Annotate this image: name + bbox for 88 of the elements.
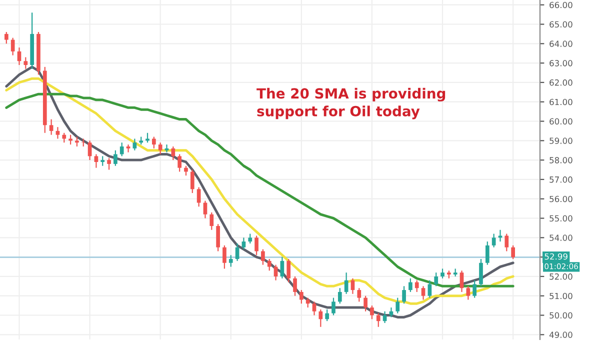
candlestick xyxy=(344,272,348,294)
y-tick-label: 54.00 xyxy=(550,234,572,241)
candlestick xyxy=(312,301,316,316)
candlestick xyxy=(56,126,60,140)
candlestick xyxy=(88,140,92,161)
candlestick xyxy=(382,310,387,324)
candlestick xyxy=(440,268,444,279)
candlestick xyxy=(408,278,412,293)
candlestick xyxy=(203,200,208,219)
candlestick xyxy=(126,144,130,153)
candlestick xyxy=(94,154,98,168)
candlestick xyxy=(62,132,66,144)
candlestick xyxy=(492,233,496,248)
candlestick xyxy=(376,312,380,328)
candlestick xyxy=(421,286,426,300)
y-tick-label: 63.00 xyxy=(550,60,572,66)
candlestick xyxy=(280,256,284,279)
candlestick xyxy=(75,136,79,148)
candlestick xyxy=(485,240,490,266)
candlestick xyxy=(402,286,406,304)
candlestick xyxy=(235,242,240,262)
candlestick xyxy=(300,289,304,304)
candlestick xyxy=(414,280,419,293)
y-tick-label: 66.00 xyxy=(550,2,572,8)
candlestick xyxy=(24,56,28,70)
y-tick-label: 57.00 xyxy=(550,176,572,183)
candlestick xyxy=(210,212,214,230)
candlestick xyxy=(306,297,310,308)
candlestick xyxy=(357,288,362,302)
candlestick xyxy=(114,150,118,166)
y-tick-label: 52.00 xyxy=(550,273,572,280)
candlestick xyxy=(4,31,8,44)
y-tick-label: 60.00 xyxy=(550,118,572,125)
candlestick xyxy=(49,118,54,136)
candlestick xyxy=(171,146,176,161)
candlestick xyxy=(10,37,15,56)
candlestick xyxy=(68,134,72,146)
candlestick xyxy=(107,158,111,170)
candlestick xyxy=(293,276,297,296)
candlestick xyxy=(286,258,291,283)
candlestick xyxy=(242,237,246,250)
candlestick xyxy=(434,272,438,287)
candlestick xyxy=(146,132,150,144)
y-tick-label: 49.00 xyxy=(549,332,572,338)
candlestick xyxy=(504,233,509,252)
candlestick xyxy=(498,229,502,242)
candlestick xyxy=(132,138,137,151)
y-tick-label: 62.00 xyxy=(550,79,572,86)
candlestick xyxy=(325,308,329,322)
candlestick xyxy=(364,295,368,312)
y-tick-label: 65.00 xyxy=(550,21,572,28)
y-tick-label: 58.00 xyxy=(550,157,572,164)
candlestick xyxy=(511,244,515,260)
candlestick xyxy=(479,258,483,287)
candlestick xyxy=(178,154,182,172)
candlestick xyxy=(216,224,220,252)
candlestick xyxy=(460,270,464,293)
y-tick-label: 61.00 xyxy=(550,98,572,106)
candlestick xyxy=(370,304,374,320)
candlestick xyxy=(428,280,432,298)
y-tick-label: 55.00 xyxy=(550,215,572,222)
y-tick-label: 56.00 xyxy=(550,196,572,202)
ref-line-label: 52.99 xyxy=(544,253,568,260)
y-tick-label: 51.00 xyxy=(550,292,572,300)
candlestick xyxy=(248,233,252,244)
y-tick-label: 50.00 xyxy=(550,312,572,319)
candlestick xyxy=(120,142,124,157)
candlestick xyxy=(152,136,156,149)
candlestick xyxy=(158,142,162,155)
candlestick xyxy=(184,165,188,176)
candlestick xyxy=(472,280,477,298)
candlestick xyxy=(196,186,201,208)
candlestick xyxy=(332,297,336,316)
candlestick xyxy=(466,286,470,300)
candlestick xyxy=(254,235,258,256)
candlestick xyxy=(318,308,323,328)
y-tick-label: 59.00 xyxy=(550,138,572,144)
candlestick xyxy=(222,244,226,270)
candlestick xyxy=(164,144,169,153)
candlestick xyxy=(190,169,194,194)
candlestick xyxy=(100,156,105,166)
candlestick xyxy=(261,248,265,266)
annotation: The 20 SMA is providing support for Oil today xyxy=(256,88,446,120)
y-tick-label: 64.00 xyxy=(550,40,572,47)
candlestick xyxy=(338,288,342,304)
candlestick xyxy=(396,297,400,314)
candlestick xyxy=(228,254,233,268)
candlestick xyxy=(267,258,272,272)
